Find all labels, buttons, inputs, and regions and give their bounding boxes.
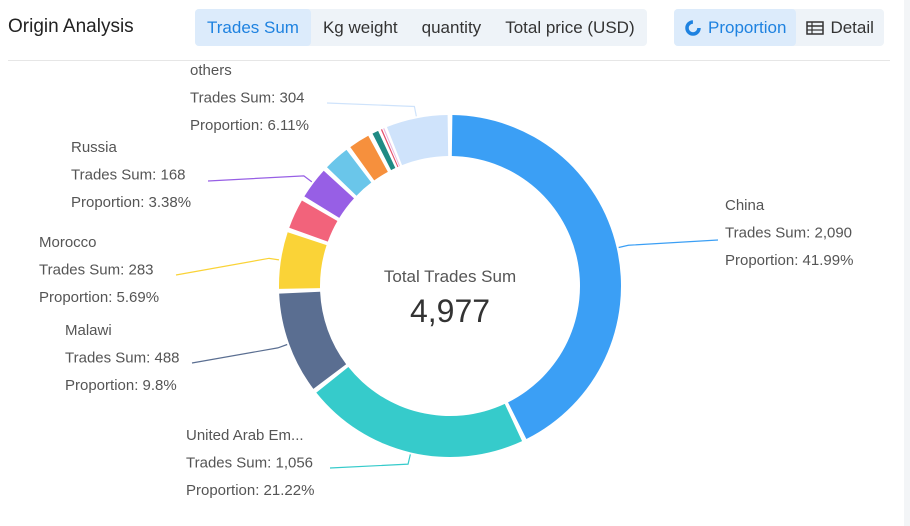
- slice-label-value: Trades Sum: 1,056: [186, 455, 313, 472]
- center-value: 4,977: [410, 293, 490, 329]
- detail-view-label: Detail: [830, 18, 874, 37]
- slice-label-value: Trades Sum: 2,090: [725, 225, 852, 242]
- leader-line: [207, 175, 313, 183]
- donut-slice[interactable]: [451, 115, 621, 440]
- leader-line: [329, 454, 411, 469]
- slice-label-percent: Proportion: 6.11%: [190, 117, 309, 134]
- header-divider: [8, 60, 890, 61]
- donut-slice[interactable]: [279, 291, 347, 389]
- slice-label-name: others: [190, 62, 232, 79]
- slice-label-percent: Proportion: 9.8%: [65, 377, 177, 394]
- slice-label-value: Trades Sum: 283: [39, 262, 154, 279]
- donut-slice[interactable]: [350, 135, 388, 181]
- slice-label-name: Malawi: [65, 322, 112, 339]
- slice-label-percent: Proportion: 5.69%: [39, 289, 159, 306]
- slice-label-name: Morocco: [39, 234, 97, 251]
- slice-label-value: Trades Sum: 304: [190, 90, 305, 107]
- slice-label-percent: Proportion: 21.22%: [186, 482, 314, 499]
- view-toggle: Proportion Detail: [674, 9, 884, 46]
- slice-label-name: China: [725, 197, 765, 214]
- donut-slice[interactable]: [372, 130, 396, 171]
- table-icon: [806, 20, 825, 35]
- donut-slice[interactable]: [289, 200, 338, 242]
- metric-tabs: Trades Sum Kg weight quantity Total pric…: [195, 9, 647, 46]
- detail-view-button[interactable]: Detail: [796, 9, 883, 46]
- slice-label-name: United Arab Em...: [186, 427, 304, 444]
- proportion-view-label: Proportion: [708, 18, 787, 37]
- leader-line: [175, 257, 280, 276]
- tab-kg-weight[interactable]: Kg weight: [322, 18, 398, 37]
- scrollbar-track[interactable]: [904, 0, 910, 526]
- tab-total-price[interactable]: Total price (USD): [505, 18, 635, 37]
- leader-line: [191, 343, 288, 364]
- donut-slice[interactable]: [386, 115, 449, 166]
- donut-slice[interactable]: [326, 149, 372, 196]
- slice-label-value: Trades Sum: 488: [65, 350, 180, 367]
- tab-quantity[interactable]: quantity: [421, 18, 482, 37]
- slice-label-percent: Proportion: 3.38%: [71, 194, 191, 211]
- slice-label-name: Russia: [71, 139, 118, 156]
- slice-label-percent: Proportion: 41.99%: [725, 252, 853, 269]
- page-title: Origin Analysis: [8, 16, 134, 37]
- center-title: Total Trades Sum: [384, 267, 516, 286]
- tab-trades-sum[interactable]: Trades Sum: [195, 9, 311, 46]
- donut-chart-icon: [685, 19, 701, 36]
- donut-slice[interactable]: [383, 128, 400, 167]
- slice-label-value: Trades Sum: 168: [71, 167, 186, 184]
- donut-slice[interactable]: [380, 129, 399, 168]
- donut-slice[interactable]: [279, 232, 327, 289]
- donut-slice[interactable]: [316, 367, 523, 457]
- donut-slice[interactable]: [304, 170, 355, 218]
- leader-line: [326, 102, 417, 117]
- proportion-view-button[interactable]: Proportion: [674, 9, 797, 46]
- leader-line: [618, 239, 719, 249]
